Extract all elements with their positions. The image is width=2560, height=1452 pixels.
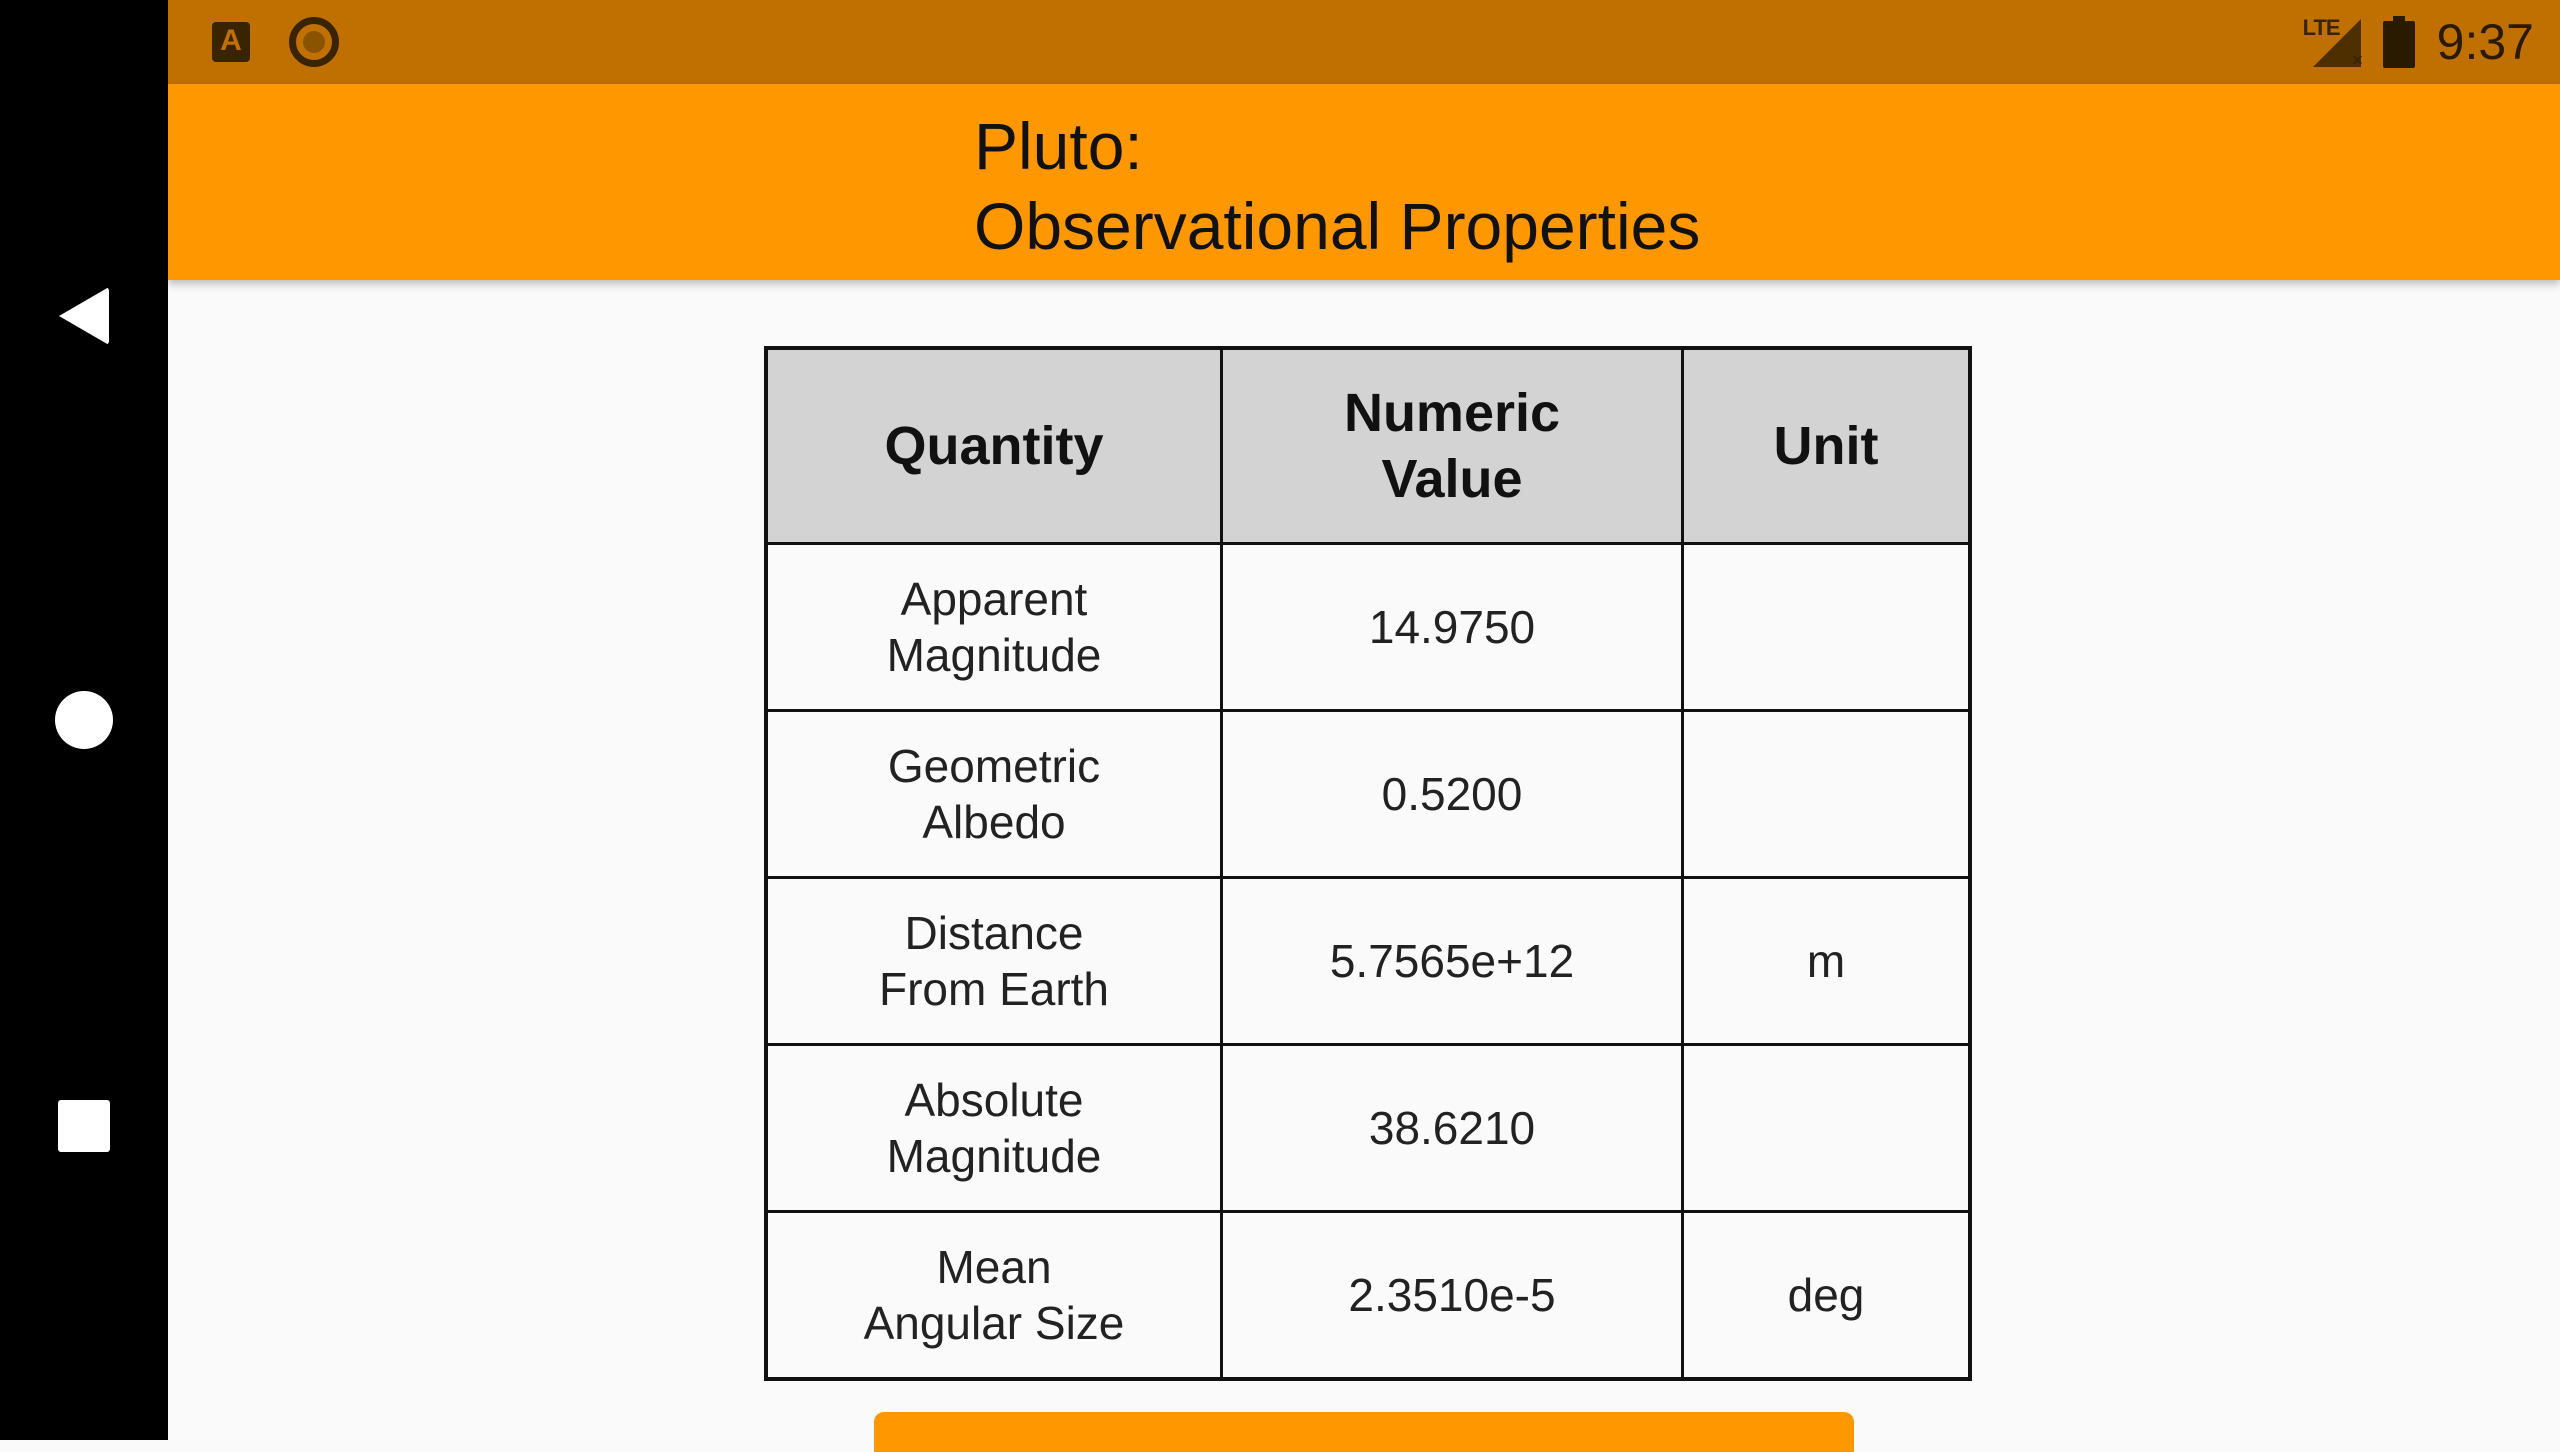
cell-unit bbox=[1681, 1043, 1972, 1213]
cell-quantity: Distance From Earth bbox=[764, 876, 1223, 1046]
ring-app-icon bbox=[289, 17, 339, 67]
signal-strength-icon bbox=[2312, 19, 2361, 67]
back-button[interactable] bbox=[0, 236, 168, 396]
cell-unit: deg bbox=[1681, 1210, 1972, 1381]
cell-value: 14.9750 bbox=[1220, 542, 1684, 712]
properties-table: Quantity Numeric Value Unit Apparent Mag… bbox=[764, 346, 1972, 1381]
cell-quantity: Mean Angular Size bbox=[764, 1210, 1223, 1381]
home-button[interactable] bbox=[0, 640, 168, 800]
autofill-a-icon: A bbox=[212, 22, 250, 62]
cell-unit: m bbox=[1681, 876, 1972, 1046]
cell-value: 5.7565e+12 bbox=[1220, 876, 1684, 1046]
lte-signal-icon: LTE × bbox=[2303, 15, 2363, 70]
cell-quantity: Apparent Magnitude bbox=[764, 542, 1223, 712]
header-numeric-value: Numeric Value bbox=[1220, 346, 1684, 545]
cell-value: 38.6210 bbox=[1220, 1043, 1684, 1213]
no-signal-x-icon: × bbox=[2352, 50, 2363, 70]
table-row: Apparent Magnitude 14.9750 bbox=[764, 542, 1972, 712]
status-indicators: LTE × 9:37 bbox=[2303, 0, 2534, 84]
cell-quantity: Absolute Magnitude bbox=[764, 1043, 1223, 1213]
back-icon bbox=[59, 287, 109, 345]
navigation-bar bbox=[0, 0, 168, 1440]
table-row: Geometric Albedo 0.5200 bbox=[764, 709, 1972, 879]
cell-value: 2.3510e-5 bbox=[1220, 1210, 1684, 1381]
table-row: Mean Angular Size 2.3510e-5 deg bbox=[764, 1210, 1972, 1381]
battery-icon bbox=[2382, 16, 2415, 68]
properties-table-container: Quantity Numeric Value Unit Apparent Mag… bbox=[764, 346, 1972, 1381]
cell-unit bbox=[1681, 709, 1972, 879]
recents-icon bbox=[58, 1100, 110, 1152]
cell-quantity: Geometric Albedo bbox=[764, 709, 1223, 879]
action-button[interactable] bbox=[874, 1412, 1854, 1452]
status-bar bbox=[168, 0, 2560, 84]
header-unit: Unit bbox=[1681, 346, 1972, 545]
recents-button[interactable] bbox=[0, 1046, 168, 1206]
cell-unit bbox=[1681, 542, 1972, 712]
cell-value: 0.5200 bbox=[1220, 709, 1684, 879]
home-icon bbox=[55, 691, 113, 749]
table-row: Distance From Earth 5.7565e+12 m bbox=[764, 876, 1972, 1046]
header-quantity: Quantity bbox=[764, 346, 1223, 545]
app-bar: Pluto: Observational Properties bbox=[168, 84, 2560, 280]
table-header-row: Quantity Numeric Value Unit bbox=[764, 346, 1972, 545]
table-row: Absolute Magnitude 38.6210 bbox=[764, 1043, 1972, 1213]
page-title: Pluto: Observational Properties bbox=[974, 109, 1701, 263]
status-clock: 9:37 bbox=[2436, 14, 2534, 70]
